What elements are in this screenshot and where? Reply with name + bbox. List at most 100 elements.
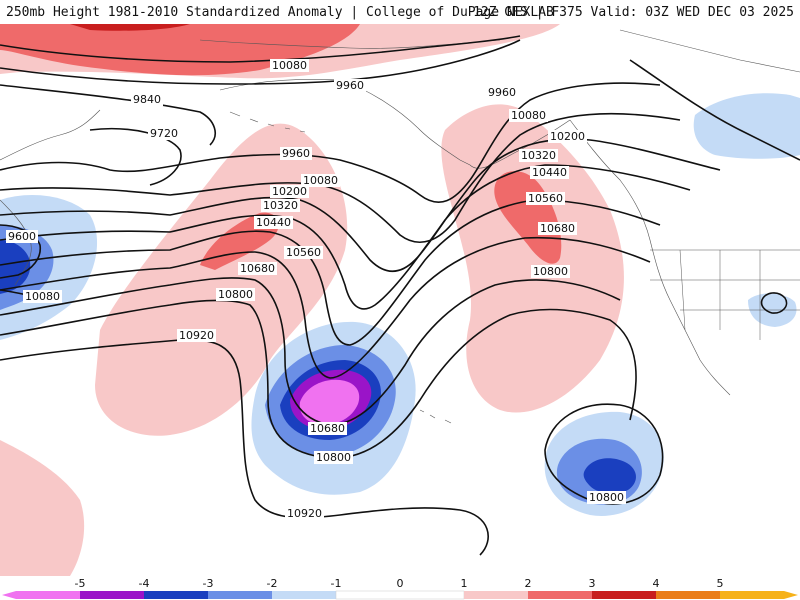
- contour-label-halo: [131, 93, 163, 106]
- contour-label-halo: [314, 451, 353, 464]
- anomaly-neg5-low: [299, 379, 360, 425]
- model-run-info: 12Z GFS | F375 Valid: 03Z WED DEC 03 202…: [473, 5, 794, 20]
- contour-label-halo: [308, 422, 347, 435]
- anomaly-pos1-southwest: [0, 440, 85, 576]
- contour-label: 10320: [263, 199, 298, 212]
- anomaly-pos1-east: [441, 104, 624, 413]
- contour-label: 10200: [550, 130, 585, 143]
- contour-10800-southeast: [544, 403, 664, 505]
- legend-swatch-neg4: [80, 591, 144, 599]
- contour-label: 10920: [179, 329, 214, 342]
- contour-east-canada: [629, 59, 800, 161]
- contour-label: 10920: [287, 507, 322, 520]
- legend-tick: 0: [397, 577, 404, 590]
- contour-label-halo: [301, 174, 340, 187]
- contour-label-halo: [261, 199, 300, 212]
- legend-swatch-pos3: [592, 591, 656, 599]
- contour-label: 10320: [521, 149, 556, 162]
- contour-label-halo: [270, 59, 309, 72]
- contour-label: 10680: [240, 262, 275, 275]
- contour-label-halo: [509, 109, 548, 122]
- legend-swatch-pos5: [720, 591, 784, 599]
- legend-tick: 2: [525, 577, 532, 590]
- legend-arrow-right: [784, 591, 798, 599]
- canada-coast: [569, 119, 731, 396]
- contour-9840: [0, 84, 216, 146]
- anomaly-pos3-north: [70, 24, 190, 31]
- contour-label-halo: [530, 166, 569, 179]
- contour-label: 10080: [511, 109, 546, 122]
- contour-10560-mid: [0, 236, 651, 379]
- contour-label-halo: [23, 290, 62, 303]
- contour-label: 10560: [286, 246, 321, 259]
- legend-bar: -5 -4 -3 -2 -1 0 1 2 3 4 5: [2, 577, 798, 600]
- contour-label: 10680: [310, 422, 345, 435]
- contour-label-halo: [238, 262, 277, 275]
- contour-label-halo: [285, 507, 324, 520]
- legend-tick: 5: [717, 577, 724, 590]
- contour-label-halo: [486, 86, 518, 99]
- contour-label-halo: [177, 329, 216, 342]
- legend-tick: -3: [203, 577, 214, 590]
- hawaii-islands: [419, 409, 452, 424]
- us-border: [650, 249, 800, 340]
- contour-label: 9960: [282, 147, 310, 160]
- contour-label-halo: [216, 288, 255, 301]
- contour-10320-mid: [0, 164, 691, 310]
- legend-arrow-left: [2, 591, 16, 599]
- contour-label-halo: [538, 222, 577, 235]
- header: 250mb Height 1981-2010 Standardized Anom…: [0, 0, 800, 24]
- legend-swatch-pos4: [656, 591, 720, 599]
- contour-label-halo: [548, 130, 587, 143]
- contour-label-halo: [254, 216, 293, 229]
- legend-swatch-zero: [335, 590, 465, 600]
- legend-swatch-pos1: [464, 591, 528, 599]
- contour-9720: [89, 127, 182, 186]
- contour-label: 9840: [133, 93, 161, 106]
- legend-tick: -4: [139, 577, 150, 590]
- contour-10080-mid: [0, 112, 681, 244]
- contour-label: 9960: [488, 86, 516, 99]
- aleutian-islands: [229, 111, 306, 133]
- contour-label: 10200: [272, 185, 307, 198]
- legend-swatch-pos2: [528, 591, 592, 599]
- legend-tick: 1: [461, 577, 468, 590]
- contour-label: 10440: [256, 216, 291, 229]
- map-title: 250mb Height 1981-2010 Standardized Anom…: [6, 5, 554, 20]
- legend-tick: 3: [589, 577, 596, 590]
- anomaly-neg3-west: [0, 240, 31, 294]
- contour-label: 10800: [218, 288, 253, 301]
- legend-tick: -2: [267, 577, 278, 590]
- contour-label-halo: [587, 491, 626, 504]
- contour-label-halo: [270, 185, 309, 198]
- contour-label: 9720: [150, 127, 178, 140]
- contour-9600-west: [0, 224, 42, 279]
- anomaly-neg1-northeast: [693, 93, 800, 159]
- contour-label-halo: [6, 230, 38, 243]
- contour-label: 10560: [528, 192, 563, 205]
- contour-9960-mid: [0, 82, 661, 204]
- contour-label-halo: [526, 192, 565, 205]
- contour-label: 10080: [25, 290, 60, 303]
- anomaly-shading: [0, 24, 800, 576]
- legend-swatch-neg5: [16, 591, 80, 599]
- contour-label-halo: [280, 147, 312, 160]
- contour-label: 10080: [303, 174, 338, 187]
- contour-10680-mid: [0, 277, 621, 426]
- contour-10920-south: [0, 338, 489, 556]
- contour-label: 9600: [8, 230, 36, 243]
- contour-label-halo: [531, 265, 570, 278]
- contour-label-halo: [148, 127, 180, 140]
- legend-tick: 4: [653, 577, 660, 590]
- legend-swatch-neg2: [208, 591, 272, 599]
- contour-label-halo: [334, 79, 366, 92]
- contour-label: 10800: [533, 265, 568, 278]
- anomaly-map: 10080 9960 9840 9720 9960 10080 10200 10…: [0, 24, 800, 576]
- contour-east-small: [760, 292, 788, 314]
- legend-tick: -1: [331, 577, 342, 590]
- contour-label: 10680: [540, 222, 575, 235]
- contour-label: 10080: [272, 59, 307, 72]
- anomaly-neg3-southeast: [583, 458, 636, 494]
- contour-label: 10440: [532, 166, 567, 179]
- color-legend: -5 -4 -3 -2 -1 0 1 2 3 4 5: [0, 576, 800, 600]
